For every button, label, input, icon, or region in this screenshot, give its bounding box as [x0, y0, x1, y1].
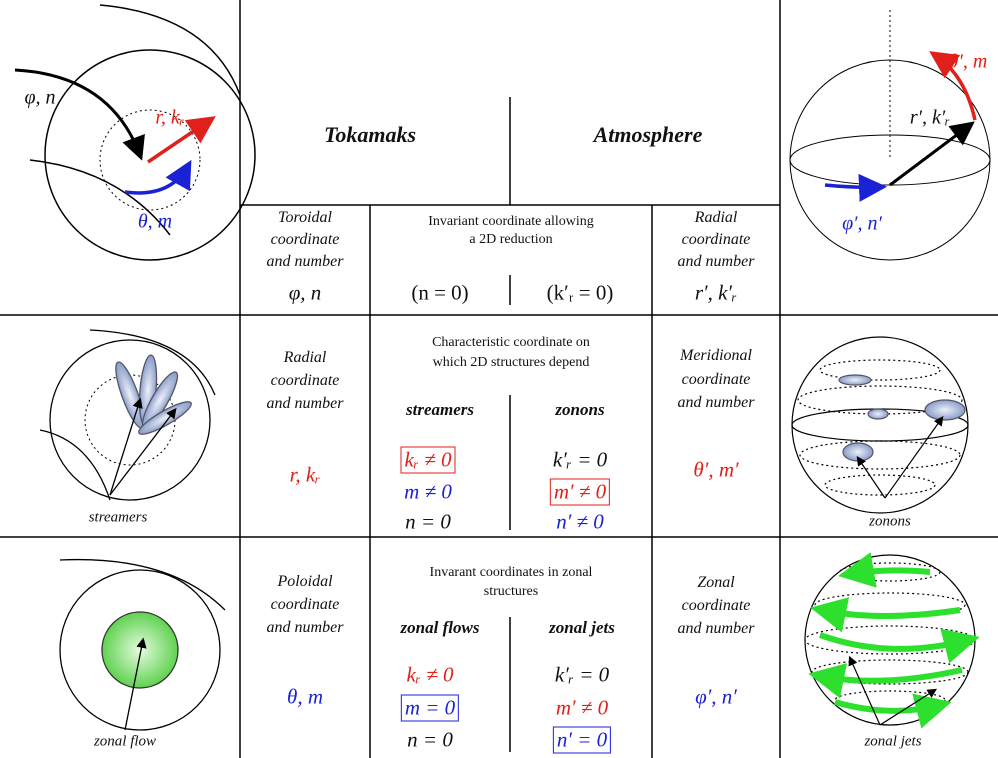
streamers-figure: [39, 329, 216, 501]
condition: kᵣ ≠ 0: [400, 446, 456, 474]
torus-label: r, kᵣ: [155, 106, 185, 129]
row-label: coordinate: [681, 371, 751, 388]
sphere-label: φ′, n′: [842, 212, 882, 235]
row-label: coordinate: [681, 597, 751, 614]
row-label: Radial: [694, 209, 738, 226]
condition: k′ᵣ = 0: [554, 662, 610, 687]
condition: m = 0: [400, 694, 460, 722]
row-label: Meridional: [680, 347, 752, 364]
condition: k′ᵣ = 0: [552, 447, 608, 472]
torus-label: φ, n: [24, 86, 56, 109]
row-label: and number: [266, 395, 344, 412]
symbol: r, kᵣ: [289, 462, 321, 487]
condition: kᵣ ≠ 0: [406, 662, 454, 687]
invariant: (n = 0): [411, 280, 469, 305]
middle-header: which 2D structures depend: [432, 355, 590, 370]
condition: n = 0: [407, 727, 453, 752]
condition: m′ ≠ 0: [549, 478, 611, 506]
zonons-figure: [791, 336, 969, 514]
row-label: and number: [266, 253, 344, 270]
figure-caption: zonal jets: [864, 733, 922, 750]
zonal-jets-figure: [804, 552, 980, 729]
row-label: and number: [266, 619, 344, 636]
middle-header: a 2D reduction: [469, 232, 553, 247]
middle-header: structures: [483, 584, 539, 599]
column-header: Atmosphere: [593, 122, 703, 147]
row-label: and number: [677, 394, 755, 411]
row-label: coordinate: [270, 231, 340, 248]
symbol: θ, m: [287, 684, 323, 709]
row-label: Poloidal: [277, 573, 333, 590]
sub-header: zonons: [555, 400, 605, 419]
condition: n′ ≠ 0: [556, 509, 604, 534]
sub-header: zonal jets: [549, 618, 615, 637]
torus-figure: [14, 4, 256, 261]
row-label: coordinate: [681, 231, 751, 248]
sub-header: zonal flows: [400, 618, 480, 637]
figure-caption: streamers: [88, 509, 148, 526]
symbol: φ′, n′: [695, 684, 737, 709]
sphere-label: θ′, m: [948, 50, 988, 73]
figure-caption: zonal flow: [93, 733, 157, 750]
row-label: coordinate: [270, 596, 340, 613]
figure-caption: zonons: [869, 513, 911, 530]
condition: m ≠ 0: [404, 479, 452, 504]
sphere-label: r′, k′ᵣ: [909, 106, 951, 129]
sub-header: streamers: [406, 400, 474, 419]
row-label: Radial: [283, 349, 327, 366]
condition: n = 0: [405, 509, 451, 534]
condition: n′ = 0: [552, 726, 612, 754]
row-label: and number: [677, 620, 755, 637]
row-label: and number: [677, 253, 755, 270]
middle-header: Characteristic coordinate on: [432, 335, 590, 350]
row-label: Toroidal: [278, 209, 332, 226]
row-label: Zonal: [697, 574, 735, 591]
invariant: (k′ᵣ = 0): [546, 280, 614, 305]
condition: m′ ≠ 0: [555, 695, 609, 720]
middle-header: Invariant coordinate allowing: [428, 214, 594, 229]
torus-label: θ, m: [137, 210, 173, 233]
column-header: Tokamaks: [323, 122, 417, 147]
zonal-flow-figure: [59, 558, 226, 731]
row-label: coordinate: [270, 372, 340, 389]
symbol: φ, n: [288, 280, 322, 305]
middle-header: Invarant coordinates in zonal: [429, 565, 593, 580]
sphere-figure: [789, 10, 991, 261]
symbol: θ′, m′: [693, 457, 739, 482]
symbol: r′, k′ᵣ: [694, 280, 738, 305]
